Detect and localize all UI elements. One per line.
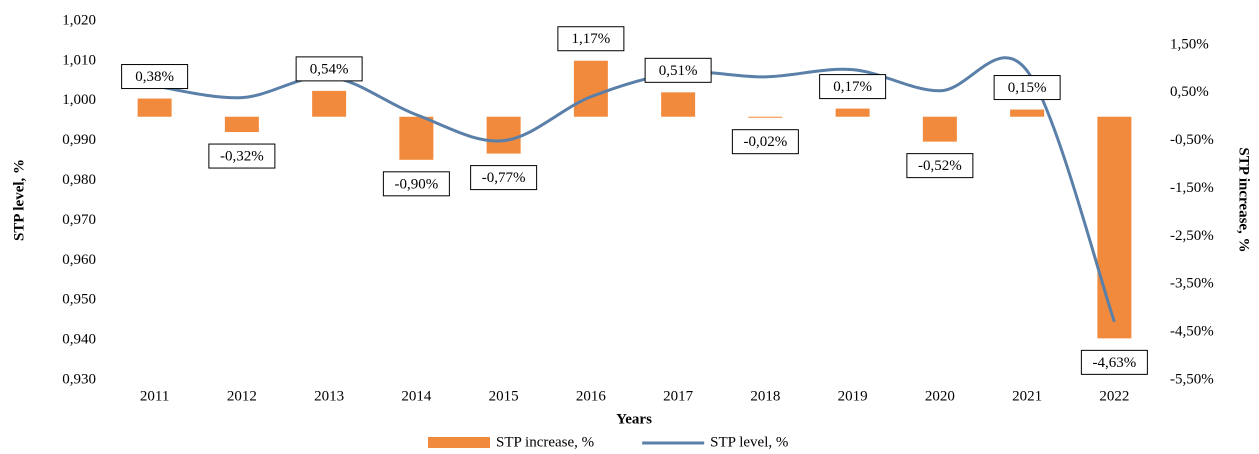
y-tick-label: 1,010 — [62, 52, 96, 68]
x-tick-label: 2012 — [227, 388, 257, 404]
x-tick-label: 2020 — [925, 388, 955, 404]
y2-tick-label: 1,50% — [1170, 36, 1209, 52]
bar — [835, 108, 870, 117]
data-label-box — [382, 171, 450, 197]
y-tick-label: 0,950 — [62, 292, 96, 308]
y2-tick-label: -2,50% — [1170, 228, 1214, 244]
bar — [573, 60, 608, 117]
x-tick-label: 2015 — [489, 388, 519, 404]
y-tick-label: 1,000 — [62, 92, 96, 108]
y2-tick-label: -4,50% — [1170, 324, 1214, 340]
legend-label: STP level, % — [710, 434, 788, 450]
bar — [1097, 116, 1132, 339]
x-tick-label: 2022 — [1099, 388, 1129, 404]
x-tick-label: 2018 — [750, 388, 780, 404]
data-label: -0,02% — [744, 134, 788, 150]
data-label-box — [731, 129, 799, 155]
y-tick-label: 0,990 — [62, 132, 96, 148]
bar — [137, 98, 172, 117]
x-tick-label: 2014 — [401, 388, 432, 404]
x-tick-label: 2016 — [576, 388, 607, 404]
data-label: -0,77% — [482, 170, 526, 186]
y-tick-label: 0,970 — [62, 212, 96, 228]
data-label: -0,52% — [918, 158, 962, 174]
x-axis-title: Years — [616, 411, 652, 427]
x-tick-label: 2019 — [838, 388, 868, 404]
bar — [1010, 109, 1045, 117]
data-label: -0,90% — [395, 176, 439, 192]
data-label: -0,32% — [220, 148, 264, 164]
bar — [661, 92, 696, 117]
line — [154, 56, 1116, 323]
bar — [224, 116, 259, 133]
data-label: 1,17% — [572, 31, 611, 47]
data-label: 0,15% — [1008, 80, 1047, 96]
bar — [399, 116, 434, 160]
legend-swatch — [428, 437, 490, 448]
y-axis-title: STP level, % — [11, 159, 27, 241]
bar — [312, 90, 347, 117]
bar — [748, 116, 783, 118]
data-label-box — [993, 75, 1061, 101]
bar — [486, 116, 521, 154]
y2-tick-label: -5,50% — [1170, 371, 1214, 387]
legend-label: STP increase, % — [496, 434, 594, 450]
data-label-box — [1080, 349, 1148, 375]
data-label-box — [121, 64, 189, 90]
y2-tick-label: -1,50% — [1170, 180, 1214, 196]
data-label-box — [819, 74, 887, 100]
data-label: 0,38% — [135, 69, 174, 85]
y2-tick-label: 0,50% — [1170, 84, 1209, 100]
data-label: -4,63% — [1093, 355, 1137, 371]
x-tick-label: 2011 — [140, 388, 169, 404]
x-tick-label: 2017 — [663, 388, 694, 404]
data-label-box — [906, 153, 974, 179]
y-tick-label: 0,930 — [62, 371, 96, 387]
y2-tick-label: -0,50% — [1170, 132, 1214, 148]
y2-axis-title: STP increase, % — [1236, 147, 1252, 252]
data-label-box — [470, 165, 538, 191]
data-label-box — [644, 57, 712, 83]
data-label: 0,54% — [310, 61, 349, 77]
data-label: 0,17% — [833, 79, 872, 95]
y-tick-label: 0,980 — [62, 172, 96, 188]
y2-tick-label: -3,50% — [1170, 276, 1214, 292]
data-label-box — [557, 26, 625, 52]
data-label-box — [208, 143, 276, 169]
x-tick-label: 2021 — [1012, 388, 1042, 404]
data-label-box — [295, 56, 363, 82]
x-tick-label: 2013 — [314, 388, 344, 404]
y-tick-label: 0,960 — [62, 252, 96, 268]
bar — [922, 116, 957, 142]
y-tick-label: 1,020 — [62, 12, 96, 28]
y-tick-label: 0,940 — [62, 332, 96, 348]
data-label: 0,51% — [659, 63, 698, 79]
